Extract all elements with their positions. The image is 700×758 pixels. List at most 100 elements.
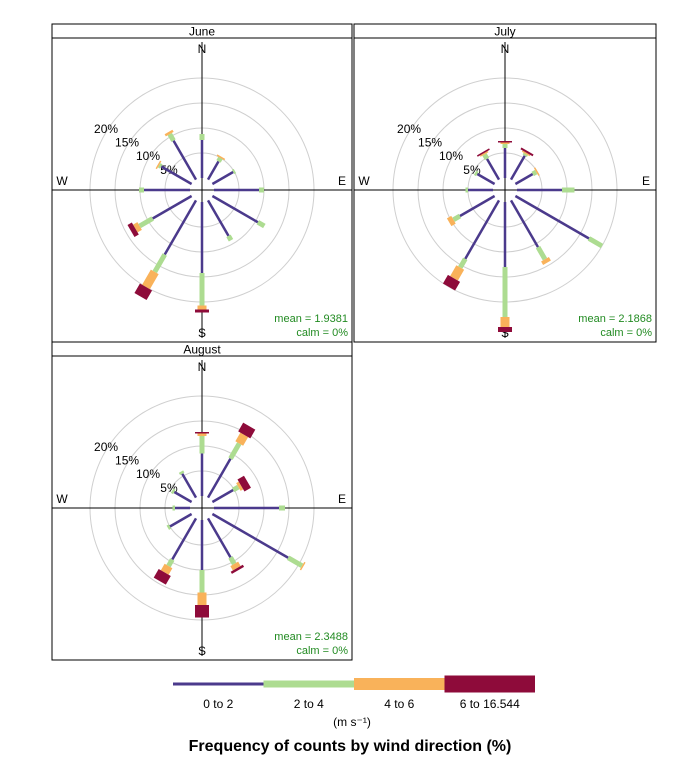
panel-july-spoke-30-bin-0 [509,155,526,181]
panel-june-spoke-330-bin-2 [164,129,174,137]
panel-june-spoke-240-bin-3 [127,222,139,238]
legend-label-0: 0 to 2 [203,697,233,711]
chart-title: Frequency of counts by wind direction (%… [189,738,512,755]
panel-june-compass-s: S [198,326,206,340]
panel-august-spoke-150-bin-3 [230,564,245,574]
panel-july-spoke-60-bin-2 [533,167,540,176]
panel-june-calm-text: calm = 0% [296,327,348,339]
panel-august-strip [51,341,353,357]
panel-june-spoke-60-bin-1 [231,168,237,175]
panel-august-radial-tick-label: 20% [94,440,118,454]
panel-august-spoke-120-bin-2 [299,561,306,571]
panel-june-radial-tick-label: 10% [136,149,160,163]
panel-july-spoke-150-bin-1 [535,245,548,261]
panel-august-spoke-150-bin-2 [230,561,241,571]
panel-july-spoke-30-bin-1 [522,152,528,158]
panel-august-spoke-30-bin-0 [206,458,232,499]
panel-june-spoke-30-bin-1 [216,156,223,163]
panel-june-spoke-210-bin-2 [142,269,159,290]
panel-june-spoke-150-bin-0 [206,199,230,237]
panel-june-spoke-30-bin-2 [216,154,226,161]
panel-june-spoke-210-bin-1 [152,253,167,274]
panel-august-spoke-30-bin-3 [238,422,256,439]
panel-july-spoke-60-bin-1 [531,169,538,177]
panel-july-spoke-300-bin-0 [476,172,496,186]
panel-july-spoke-240-bin-1 [452,213,462,222]
panel-june-spoke-60-bin-0 [211,170,234,186]
panel-june-spoke-300-bin-2 [155,160,162,170]
panel-august-spoke-60-bin-1 [231,484,240,493]
panel-july-spoke-210-bin-1 [458,257,468,269]
panel-august-strip-label: August [183,343,221,357]
panel-august-spoke-120-bin-1 [286,555,304,568]
panel-july-spoke-300-bin-1 [473,170,479,177]
panel-july-spoke-150-bin-0 [509,199,540,248]
panel-june-radial-tick-label: 20% [94,122,118,136]
panel-july-compass-n: N [501,42,510,56]
panel-august-spoke-210-bin-2 [160,563,173,575]
panel-july-spoke-330-bin-2 [479,150,489,157]
panel-june-spoke-300-bin-0 [160,165,193,186]
panel-august-spoke-60-bin-3 [237,475,251,492]
panel-august-compass-n: N [198,360,207,374]
panel-june-spoke-120-bin-0 [211,194,259,224]
panel-august-spoke-120-bin-0 [211,512,289,559]
panel-july-spoke-120-bin-1 [587,236,604,249]
panel-july-spoke-210-bin-2 [450,265,465,281]
panel-july-spoke-240-bin-0 [459,194,496,218]
panel-august-spoke-150-bin-1 [228,556,237,566]
panel-august-spoke-30-bin-1 [228,442,242,460]
panel-august-spoke-300-bin-1 [170,488,176,495]
panel-july-spoke-60-bin-0 [514,172,534,186]
panel-june-compass-w: W [56,174,68,188]
panel-june-radial-tick-label: 15% [115,136,139,150]
panel-june-spoke-30-bin-0 [206,160,220,181]
panel-july-spoke-150-bin-2 [541,257,551,265]
panel-august-spoke-210-bin-3 [153,569,171,585]
panel-july-spoke-330-bin-3 [476,148,490,157]
panel-august-mean-text: mean = 2.3488 [274,631,348,643]
panel-august-compass-s: S [198,644,206,658]
panel-august-radial-tick-label: 15% [115,454,139,468]
panel-june-spoke-150-bin-1 [226,234,234,242]
panel-july-strip-label: July [494,25,515,39]
panel-june-spoke-210-bin-0 [163,199,198,256]
panel-june-spoke-240-bin-1 [138,216,154,229]
panel-july-mean-text: mean = 2.1868 [578,313,652,325]
panel-august-radial-tick-label: 10% [136,467,160,481]
panel-august-spoke-240-bin-0 [169,512,193,528]
legend-label-3: 6 to 16.544 [460,697,520,711]
panel-august-spoke-30-bin-2 [235,432,249,446]
panel-june-spoke-210-bin-3 [134,283,153,301]
panel-july-strip [353,23,657,39]
panel-june-spoke-300-bin-1 [157,163,163,169]
panel-july-spoke-240-bin-2 [446,215,456,227]
panel-july-spoke-30-bin-3 [520,147,534,157]
panel-july-spoke-210-bin-0 [464,199,501,260]
panel-july-compass-s: S [501,326,509,340]
panel-june-spoke-330-bin-0 [172,140,198,181]
panel-july-radial-tick-label: 10% [439,149,463,163]
legend-label-2: 4 to 6 [384,697,414,711]
panel-june-spoke-240-bin-2 [133,222,142,233]
panel-july-spoke-210-bin-3 [442,274,461,291]
panel-june-strip [51,23,353,39]
panel-august-spoke-210-bin-0 [171,517,198,561]
panel-august-spoke-300-bin-0 [173,490,193,504]
panel-august-compass-e: E [338,492,346,506]
panel-july-spoke-120-bin-0 [514,194,590,240]
panel-august-spoke-240-bin-1 [166,524,172,530]
panel-july-calm-text: calm = 0% [600,327,652,339]
panel-june-compass-n: N [198,42,207,56]
panel-july-spoke-30-bin-2 [521,150,531,157]
panel-june-compass-e: E [338,174,346,188]
panel-july-radial-tick-label: 20% [397,122,421,136]
panel-june-spoke-120-bin-1 [256,220,266,229]
panel-june-spoke-240-bin-0 [152,194,193,220]
panel-june-mean-text: mean = 1.9381 [274,313,348,325]
panel-august-spoke-330-bin-0 [181,473,198,499]
panel-august-spoke-60-bin-0 [211,488,234,504]
panel-july-compass-e: E [642,174,650,188]
panel-july-radial-tick-label: 15% [418,136,442,150]
